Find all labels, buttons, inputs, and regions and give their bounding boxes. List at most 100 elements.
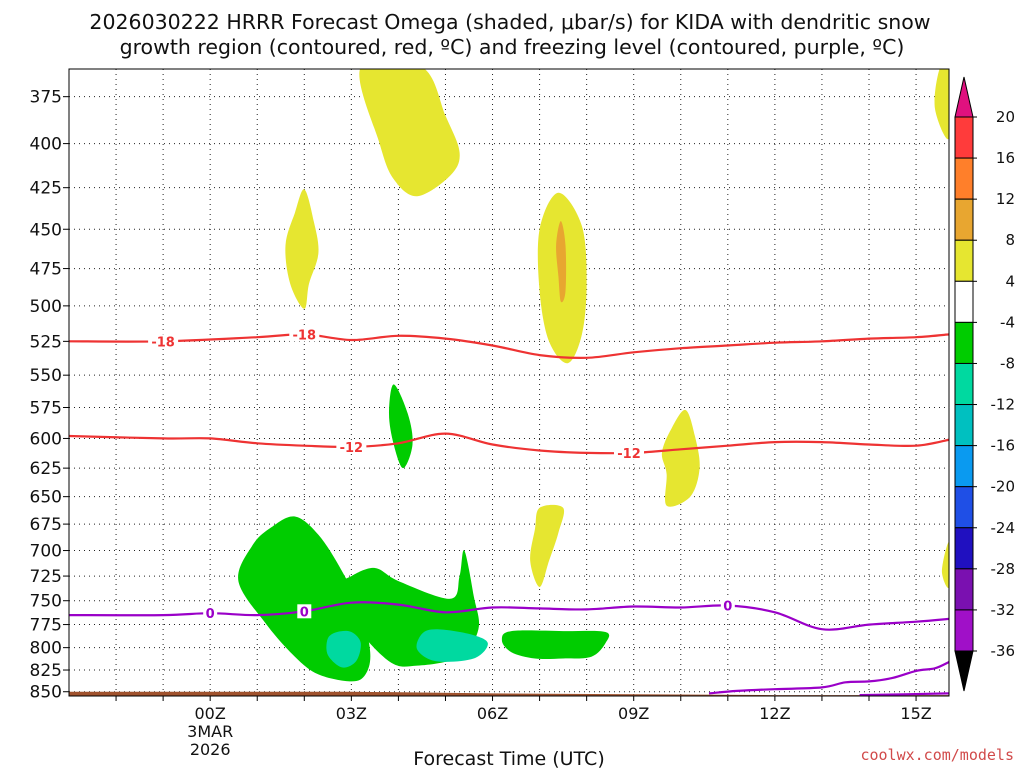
x-tick-sublabel: 2026 [190, 740, 231, 759]
freezing-contour-2 [69, 601, 949, 631]
colorbar-label: -28 [991, 560, 1016, 578]
y-tick-label: 375 [30, 88, 62, 108]
contour-label: 0 [300, 605, 309, 620]
y-tick-label: 700 [30, 542, 62, 562]
ground-fill [69, 691, 949, 696]
x-tick-label: 06Z [477, 704, 508, 723]
contour-labels: -18 -18 -12 -12 0 0 0 [148, 327, 735, 622]
colorbar: 20 16 12 8 4 -4 -8 -12 -16 -20 -24 -28 -32 -36 [954, 76, 1016, 692]
y-tick-label: 650 [30, 488, 62, 508]
plot-area: -18 -18 -12 -12 0 0 0 [68, 68, 950, 697]
omega-region-12 [326, 630, 361, 668]
colorbar-band [954, 609, 974, 652]
colorbar-label: -12 [991, 396, 1016, 414]
contour-label-bg [720, 598, 735, 613]
y-tick-label: 625 [30, 459, 62, 479]
y-tick-label: 500 [30, 297, 62, 317]
x-tick-label: 00Z [195, 704, 226, 723]
colorbar-band [954, 445, 974, 488]
colorbar-bottom-arrow [954, 650, 974, 692]
omega-region-4 [934, 69, 949, 140]
colorbar-band [954, 157, 974, 200]
colorbar-band [954, 362, 974, 406]
y-tick-label: 525 [30, 332, 62, 352]
freezing-contour-4 [859, 692, 949, 696]
colorbar-band [954, 321, 974, 364]
colorbar-label: 20 [996, 108, 1015, 126]
y-tick-label: 750 [30, 592, 62, 612]
contour-label: -12 [617, 447, 641, 462]
y-tick-label: 825 [30, 661, 62, 681]
colorbar-label: 12 [996, 190, 1015, 208]
colorbar-label: -16 [991, 437, 1016, 455]
y-tick-label: 450 [30, 220, 62, 240]
contour-label: -18 [151, 335, 175, 350]
ground-surface [69, 691, 949, 696]
contour-label: -18 [293, 328, 317, 343]
x-tick-label: 03Z [336, 704, 367, 723]
temperature-contour-1 [69, 432, 949, 455]
grid [69, 69, 949, 696]
colorbar-label: 4 [1005, 272, 1015, 290]
colorbar-label: -4 [1000, 313, 1015, 331]
colorbar-band [954, 404, 974, 447]
y-axis: 375 400 425 450 475 500 525 550 575 600 625 650 675 7… [30, 88, 69, 703]
contour-label-bg [203, 606, 218, 621]
omega-region-6 [530, 504, 565, 587]
colorbar-label: -24 [991, 519, 1016, 537]
omega-region-1 [285, 189, 319, 309]
omega-region-7 [941, 542, 949, 588]
contour-label: 0 [206, 607, 215, 622]
colorbar-label: -32 [991, 601, 1016, 619]
colorbar-label: 16 [996, 149, 1015, 167]
y-tick-label: 850 [30, 683, 62, 703]
y-tick-label: 575 [30, 399, 62, 419]
colorbar-label: -36 [991, 642, 1016, 660]
colorbar-label: -20 [991, 478, 1016, 496]
contour-label-bg [297, 604, 312, 619]
y-tick-label: 400 [30, 135, 62, 155]
plot-frame [68, 68, 950, 697]
y-tick-label: 775 [30, 616, 62, 636]
contour-label-bg [336, 439, 367, 454]
y-tick-label: 600 [30, 429, 62, 449]
contour-label-bg [289, 327, 320, 342]
freezing-contour-3 [708, 661, 949, 695]
contour-label: -12 [340, 441, 364, 456]
omega-region-3 [556, 221, 567, 303]
colorbar-band [954, 116, 974, 159]
colorbar-band [954, 280, 974, 323]
y-tick-label: 550 [30, 366, 62, 386]
colorbar-label: -8 [1000, 354, 1015, 372]
x-tick-label: 15Z [900, 704, 931, 723]
omega-region-8 [389, 384, 413, 469]
watermark: coolwx.com/models [860, 746, 1014, 764]
colorbar-band [954, 486, 974, 529]
y-tick-label: 800 [30, 639, 62, 659]
x-tick-label: 12Z [759, 704, 790, 723]
chart-title-line-1: 2026030222 HRRR Forecast Omega (shaded, … [89, 10, 930, 34]
contour-label-bg [614, 445, 644, 460]
omega-region-0 [359, 69, 460, 197]
omega-shading [238, 69, 949, 682]
x-tick-label: 09Z [618, 704, 649, 723]
temperature-contour-0 [69, 333, 949, 359]
y-tick-label: 425 [30, 179, 62, 199]
chart-title-line-2: growth region (contoured, red, ºC) and f… [120, 35, 905, 59]
y-tick-label: 725 [30, 567, 62, 587]
omega-region-13 [416, 629, 488, 662]
y-tick-label: 675 [30, 515, 62, 535]
omega-region-11 [501, 630, 610, 660]
omega-region-5 [661, 409, 700, 507]
colorbar-label: 8 [1005, 231, 1015, 249]
contour-lines [69, 333, 949, 696]
contour-label-bg [148, 334, 179, 349]
colorbar-band [954, 239, 974, 282]
x-tick-sublabel: 3MAR [187, 722, 233, 741]
colorbar-band [954, 198, 974, 241]
y-tick-label: 475 [30, 260, 62, 280]
x-axis-label: Forecast Time (UTC) [413, 748, 604, 768]
colorbar-band [954, 568, 974, 611]
